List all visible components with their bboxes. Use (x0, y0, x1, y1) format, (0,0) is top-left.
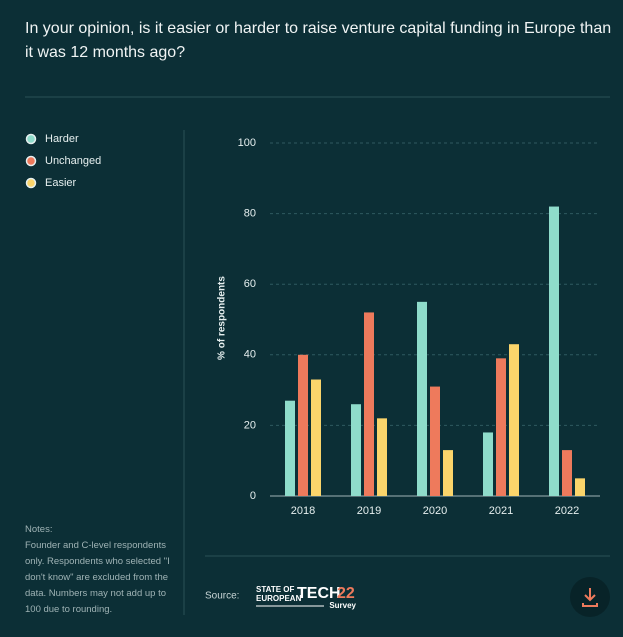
bar (377, 418, 387, 496)
notes-text: Founder and C-level respondents only. Re… (25, 540, 170, 615)
bar (417, 301, 427, 496)
bar (311, 379, 321, 496)
bar (364, 312, 374, 496)
notes-heading: Notes: (25, 524, 53, 535)
legend-marker (25, 155, 37, 167)
legend-label: Easier (45, 177, 77, 189)
bar (509, 344, 519, 496)
y-tick-label: 0 (250, 490, 256, 502)
y-axis-label: % of respondents (217, 276, 228, 360)
x-tick-label: 2022 (555, 505, 579, 517)
download-icon[interactable] (582, 588, 598, 607)
bar (443, 450, 453, 496)
bar (562, 450, 572, 496)
legend-label: Harder (45, 133, 79, 145)
x-tick-label: 2021 (489, 505, 513, 517)
bar (549, 206, 559, 497)
bar (430, 386, 440, 496)
legend-label: Unchanged (45, 155, 101, 167)
bar (351, 404, 361, 496)
logo-text: Survey (329, 601, 356, 610)
y-tick-label: 40 (244, 349, 256, 361)
x-tick-label: 2019 (357, 505, 381, 517)
bar (575, 478, 585, 496)
legend-marker (25, 133, 37, 145)
bar (298, 354, 308, 496)
y-tick-label: 100 (238, 137, 256, 149)
x-tick-label: 2018 (291, 505, 315, 517)
question-title: In your opinion, is it easier or harder … (25, 20, 612, 61)
bar (496, 358, 506, 496)
logo-text: STATE OF (256, 585, 294, 594)
download-button[interactable] (570, 577, 610, 617)
y-tick-label: 80 (244, 208, 256, 220)
legend-marker (25, 177, 37, 189)
bar (285, 400, 295, 496)
notes: Notes: Founder and C-level respondents o… (25, 522, 173, 618)
source-label: Source: (205, 591, 239, 602)
x-tick-label: 2020 (423, 505, 447, 517)
bar (483, 432, 493, 496)
logo-text: 22 (337, 585, 355, 602)
y-tick-label: 20 (244, 419, 256, 431)
logo-text: TECH (297, 585, 341, 602)
logo-text: EUROPEAN (256, 594, 302, 603)
y-tick-label: 60 (244, 278, 256, 290)
logo: STATE OF EUROPEAN TECH 22 Survey (256, 585, 357, 610)
